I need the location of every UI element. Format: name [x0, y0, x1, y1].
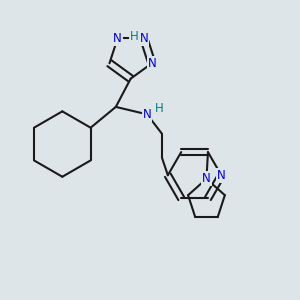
Text: H: H: [155, 103, 164, 116]
Text: N: N: [217, 169, 226, 182]
Text: N: N: [202, 172, 211, 185]
Text: N: N: [148, 57, 156, 70]
Text: N: N: [143, 108, 152, 121]
Text: N: N: [140, 32, 148, 45]
Text: H: H: [130, 30, 138, 44]
Text: N: N: [113, 32, 122, 45]
